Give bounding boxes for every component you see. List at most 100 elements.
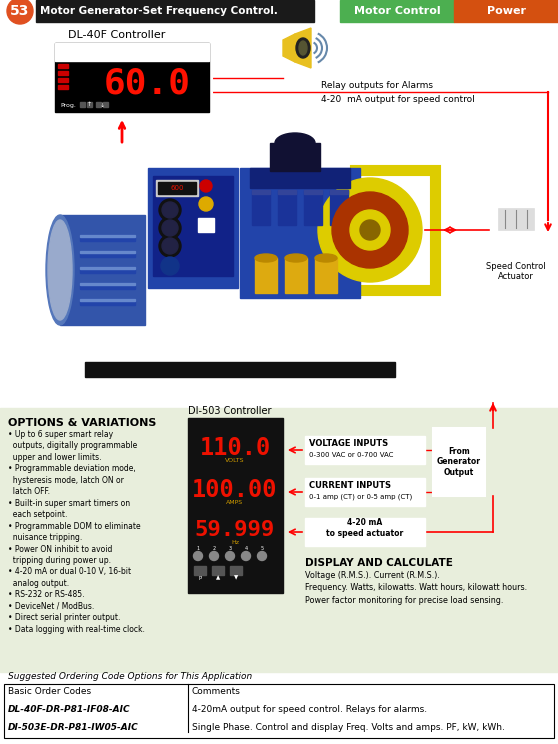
Bar xyxy=(330,190,348,194)
Bar xyxy=(80,299,135,305)
Text: 3: 3 xyxy=(228,545,232,551)
Ellipse shape xyxy=(296,38,310,58)
Text: 53: 53 xyxy=(10,4,30,18)
Bar xyxy=(103,102,108,107)
Circle shape xyxy=(242,551,251,560)
Ellipse shape xyxy=(46,215,74,325)
Bar xyxy=(305,436,425,464)
Text: Prog.: Prog. xyxy=(60,103,76,109)
Circle shape xyxy=(225,551,234,560)
Bar xyxy=(305,518,425,546)
Text: Comments: Comments xyxy=(192,687,241,696)
Text: 59.999: 59.999 xyxy=(195,520,275,540)
Bar xyxy=(0,408,558,672)
Ellipse shape xyxy=(338,210,353,250)
Bar xyxy=(340,0,454,22)
Text: P: P xyxy=(199,576,201,580)
Circle shape xyxy=(159,199,181,221)
Bar xyxy=(80,283,135,285)
Text: DISPLAY AND CALCULATE: DISPLAY AND CALCULATE xyxy=(305,558,453,568)
Bar xyxy=(58,71,68,75)
Bar xyxy=(55,43,209,61)
Bar xyxy=(498,208,534,230)
Text: • Up to 6 super smart relay
  outputs, digitally programmable
  upper and lower : • Up to 6 super smart relay outputs, dig… xyxy=(8,430,145,634)
Text: DL-40F Controller: DL-40F Controller xyxy=(68,30,165,40)
Text: Motor Control: Motor Control xyxy=(354,6,440,16)
Ellipse shape xyxy=(275,133,315,153)
Circle shape xyxy=(162,220,178,236)
Bar xyxy=(156,180,198,196)
Bar xyxy=(96,102,101,107)
Ellipse shape xyxy=(48,220,72,320)
Text: ▼: ▼ xyxy=(234,576,238,580)
Bar xyxy=(278,190,296,194)
Bar xyxy=(80,267,135,269)
Ellipse shape xyxy=(337,233,367,263)
Bar xyxy=(85,362,395,377)
Text: Suggested Ordering Code Options for This Application: Suggested Ordering Code Options for This… xyxy=(8,672,252,681)
Bar xyxy=(270,143,320,171)
Bar xyxy=(52,40,212,115)
Bar xyxy=(490,200,542,260)
Bar xyxy=(158,182,196,194)
Bar xyxy=(250,168,350,188)
Text: Power: Power xyxy=(487,6,526,16)
Bar xyxy=(188,418,283,593)
Bar xyxy=(4,684,554,700)
Circle shape xyxy=(162,238,178,254)
Bar xyxy=(285,258,307,293)
Text: Speed Control
Actuator: Speed Control Actuator xyxy=(486,262,546,281)
Text: 0-300 VAC or 0-700 VAC: 0-300 VAC or 0-700 VAC xyxy=(309,452,393,458)
Bar xyxy=(4,700,554,718)
Bar xyxy=(80,251,135,253)
Bar xyxy=(230,566,242,575)
Bar xyxy=(198,218,214,232)
Bar xyxy=(433,428,485,496)
Circle shape xyxy=(7,0,33,24)
Ellipse shape xyxy=(255,254,277,262)
Ellipse shape xyxy=(315,254,337,262)
Text: 0-1 amp (CT) or 0-5 amp (CT): 0-1 amp (CT) or 0-5 amp (CT) xyxy=(309,494,412,500)
Circle shape xyxy=(159,235,181,257)
Text: 600: 600 xyxy=(170,185,184,191)
Bar xyxy=(355,170,435,290)
Circle shape xyxy=(350,210,390,250)
Ellipse shape xyxy=(299,41,307,55)
Polygon shape xyxy=(283,34,295,62)
Text: AMPS: AMPS xyxy=(227,501,243,505)
Text: 100.00: 100.00 xyxy=(193,478,278,502)
Bar xyxy=(80,299,135,301)
Bar xyxy=(252,190,270,194)
Circle shape xyxy=(360,220,380,240)
Ellipse shape xyxy=(373,233,403,263)
Ellipse shape xyxy=(373,197,403,228)
Text: 60.0: 60.0 xyxy=(103,67,190,101)
Text: DI-503E-DR-P81-IW05-AIC: DI-503E-DR-P81-IW05-AIC xyxy=(8,722,139,731)
Circle shape xyxy=(162,202,178,218)
Bar xyxy=(80,102,85,107)
Ellipse shape xyxy=(285,254,307,262)
Text: ↑: ↑ xyxy=(86,103,92,107)
Circle shape xyxy=(209,551,219,560)
Circle shape xyxy=(199,197,213,211)
Text: VOLTAGE INPUTS: VOLTAGE INPUTS xyxy=(309,440,388,449)
Text: 2: 2 xyxy=(213,545,215,551)
Text: 4: 4 xyxy=(244,545,248,551)
Bar xyxy=(305,478,425,506)
Text: From
Generator
Output: From Generator Output xyxy=(437,447,481,477)
Text: 5: 5 xyxy=(261,545,263,551)
Text: Motor Generator-Set Frequency Control.: Motor Generator-Set Frequency Control. xyxy=(40,6,278,16)
Bar xyxy=(255,258,277,293)
Text: DL-40F-DR-P81-IF08-AIC: DL-40F-DR-P81-IF08-AIC xyxy=(8,705,131,713)
Circle shape xyxy=(200,180,212,192)
Text: Relay outputs for Alarms: Relay outputs for Alarms xyxy=(321,81,433,90)
Text: Voltage (R.M.S.). Current (R.M.S.).
Frequency. Watts, kilowatts. Watt hours, kil: Voltage (R.M.S.). Current (R.M.S.). Freq… xyxy=(305,571,527,605)
Bar xyxy=(58,78,68,82)
Text: Basic Order Codes: Basic Order Codes xyxy=(8,687,91,696)
Bar xyxy=(58,85,68,89)
Polygon shape xyxy=(295,28,311,68)
Bar xyxy=(87,102,92,107)
Text: CURRENT INPUTS: CURRENT INPUTS xyxy=(309,481,391,490)
Bar xyxy=(315,258,337,293)
Bar xyxy=(240,168,360,298)
